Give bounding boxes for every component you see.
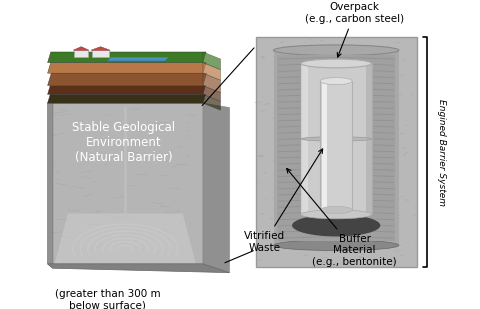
Polygon shape (108, 57, 168, 61)
Polygon shape (203, 103, 229, 273)
Bar (277, 55, 396, 241)
Polygon shape (203, 94, 221, 110)
Ellipse shape (274, 45, 399, 56)
Polygon shape (203, 63, 221, 80)
Text: Vitrified
Waste: Vitrified Waste (244, 149, 323, 253)
Bar (92, 50, 109, 57)
Bar (274, 50, 399, 245)
Polygon shape (55, 214, 196, 264)
Text: Buffer
Material
(e.g., bentonite): Buffer Material (e.g., bentonite) (287, 168, 397, 267)
Ellipse shape (320, 206, 352, 214)
Text: (greater than 300 m
below surface): (greater than 300 m below surface) (55, 289, 160, 309)
Polygon shape (48, 103, 203, 264)
Polygon shape (203, 86, 221, 101)
Ellipse shape (320, 78, 352, 85)
Polygon shape (48, 264, 229, 273)
Polygon shape (48, 73, 206, 86)
Polygon shape (203, 52, 221, 70)
Ellipse shape (292, 214, 380, 236)
Bar (320, 81, 352, 210)
Bar (301, 63, 308, 214)
Polygon shape (203, 73, 221, 93)
Polygon shape (48, 52, 206, 63)
Text: Stable Geological
Environment
(Natural Barrier): Stable Geological Environment (Natural B… (72, 121, 175, 164)
Text: Overpack
(e.g., carbon steel): Overpack (e.g., carbon steel) (305, 2, 404, 57)
Polygon shape (91, 47, 110, 50)
Bar (256, 37, 417, 267)
Bar (74, 50, 88, 57)
Polygon shape (48, 86, 205, 94)
Text: Engined Barrier System: Engined Barrier System (437, 99, 446, 206)
Bar (322, 81, 327, 210)
Ellipse shape (301, 210, 372, 219)
Ellipse shape (274, 240, 399, 251)
Polygon shape (73, 47, 89, 50)
Bar (301, 63, 372, 214)
Polygon shape (48, 94, 53, 268)
Polygon shape (48, 63, 206, 73)
Ellipse shape (301, 137, 372, 141)
Bar (366, 63, 372, 214)
Polygon shape (48, 94, 205, 103)
Ellipse shape (301, 59, 372, 68)
